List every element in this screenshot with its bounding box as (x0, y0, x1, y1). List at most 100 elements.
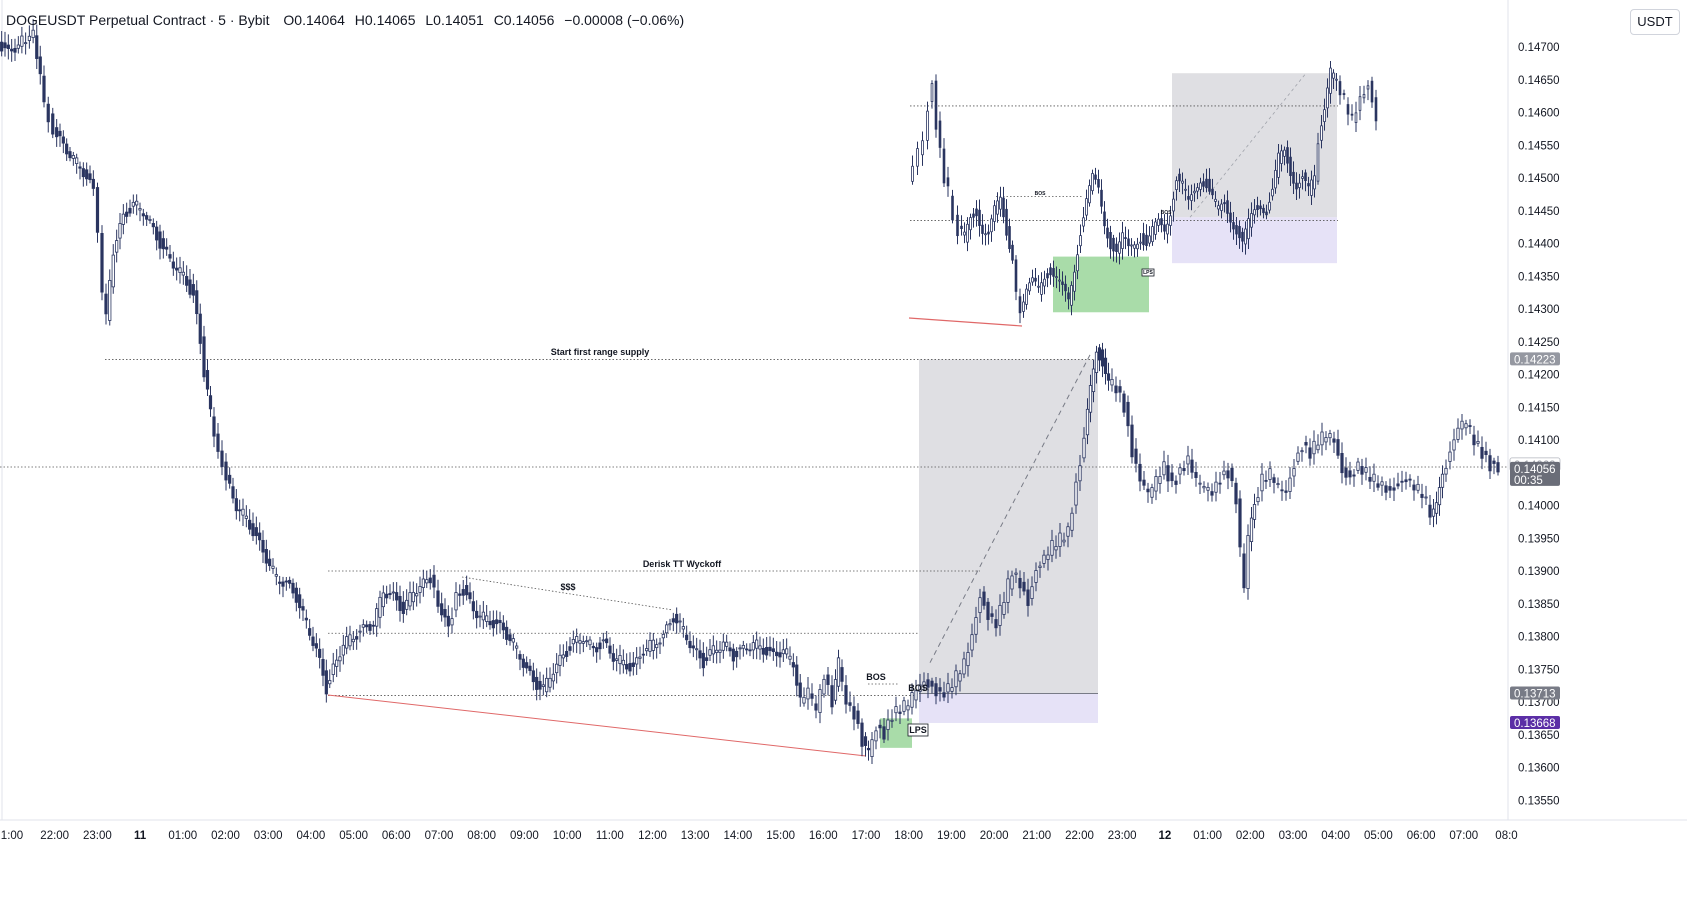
candle (548, 667, 552, 693)
x-tick-label: 13:00 (681, 830, 710, 842)
price-tag-bg (1510, 352, 1560, 366)
candle-body (1058, 532, 1062, 547)
candle (571, 630, 575, 653)
candle-body (1350, 113, 1354, 116)
candle-body (228, 474, 232, 484)
candle (735, 647, 739, 668)
candle-body (85, 169, 89, 180)
candle (1412, 479, 1416, 501)
candle (0, 31, 4, 57)
candle (1050, 529, 1054, 563)
candle-body (681, 626, 685, 630)
y-tick-label: 0.14500 (1518, 173, 1560, 185)
candle-body (685, 634, 689, 641)
candle (1064, 275, 1067, 302)
candle (1313, 164, 1316, 198)
candle-body (508, 634, 512, 642)
candle (1476, 430, 1480, 447)
candle-body (1166, 223, 1169, 235)
candle (1049, 263, 1052, 285)
candle (1332, 69, 1335, 90)
candle-body (1070, 512, 1074, 531)
candle (491, 610, 495, 637)
candle (541, 674, 545, 696)
candle (1190, 184, 1193, 211)
candle-body (24, 42, 28, 45)
candle-body (818, 689, 822, 713)
candle (10, 38, 14, 62)
candle-body (836, 657, 841, 687)
candle (1085, 398, 1090, 445)
candle-body (1114, 385, 1118, 394)
candle (1082, 427, 1086, 463)
annotation-label: BOS (1161, 210, 1173, 216)
candle-body (665, 624, 669, 634)
candle (836, 649, 841, 692)
candle (338, 646, 342, 672)
candle (85, 162, 89, 186)
candle (264, 539, 268, 572)
candle-body (71, 155, 75, 159)
candle (1283, 146, 1286, 166)
candle (355, 629, 359, 650)
currency-button[interactable]: USDT (1630, 9, 1680, 35)
ohlc-close: C0.14056 (493, 12, 555, 28)
candle-body (1010, 575, 1014, 590)
candle-body (241, 508, 245, 516)
candle (651, 632, 655, 660)
candle-body (1338, 81, 1342, 96)
candle-body (1088, 185, 1091, 204)
x-tick-label: 17:00 (852, 830, 881, 842)
candle (58, 123, 62, 147)
candle (1366, 80, 1370, 101)
candle (701, 642, 705, 677)
x-tick-label: 06:00 (382, 830, 411, 842)
candle-body (1420, 493, 1424, 498)
x-tick-label: 22:00 (40, 830, 69, 842)
candle (288, 576, 292, 589)
candle (1187, 185, 1190, 210)
candle-body (271, 565, 275, 569)
candle-body (1139, 241, 1142, 244)
candle-body (615, 658, 619, 661)
candle (1076, 244, 1079, 280)
candle (1336, 429, 1340, 459)
candle-body (1360, 466, 1364, 475)
symbol-title[interactable]: DOGEUSDT Perpetual Contract · 5 · Bybit (6, 12, 270, 28)
candle (615, 648, 619, 672)
candle-body (942, 148, 946, 184)
candle (1214, 471, 1218, 502)
candle-body (100, 233, 104, 293)
candle (1468, 419, 1472, 435)
candle (1138, 453, 1142, 492)
y-tick-label: 0.13950 (1518, 533, 1560, 545)
candle (1154, 469, 1158, 501)
candle (1097, 169, 1100, 194)
candle-body (934, 80, 938, 130)
candle (135, 194, 139, 216)
candle-body (1202, 486, 1206, 489)
candle-body (1148, 235, 1151, 244)
candle (38, 45, 42, 85)
candle (81, 162, 85, 187)
candle-body (161, 238, 165, 250)
candle (311, 626, 315, 652)
candle (1150, 483, 1154, 504)
candle (1284, 480, 1288, 501)
candle-body (958, 673, 962, 682)
candle-body (938, 120, 942, 148)
candle-body (1328, 433, 1332, 439)
candle (208, 385, 213, 417)
candle (561, 644, 565, 667)
candle (178, 256, 182, 284)
x-tick-label: 01:00 (168, 830, 197, 842)
candle-body (1288, 477, 1292, 492)
x-tick-label: 02:00 (211, 830, 240, 842)
x-tick-label: 20:00 (980, 830, 1009, 842)
candle-body (1163, 224, 1166, 232)
candle (1134, 438, 1138, 473)
candle (621, 649, 625, 674)
